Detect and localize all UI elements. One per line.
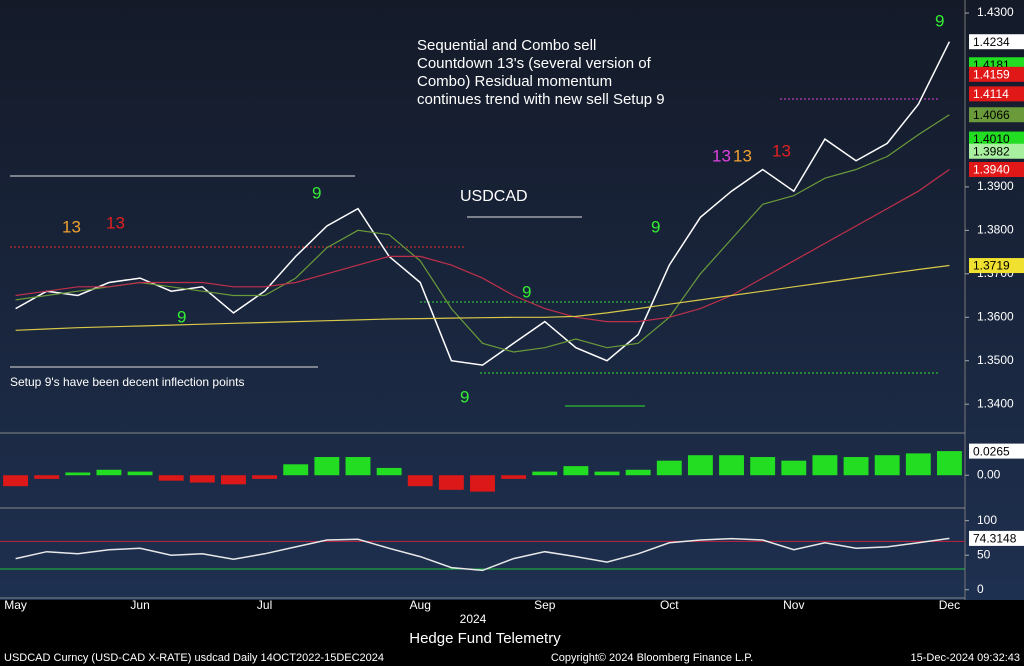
x-tick-label: Jun [130, 598, 149, 612]
bar [158, 475, 184, 481]
setup-label: 9 [651, 217, 660, 236]
setup-label: 9 [522, 282, 531, 301]
y-tick-label: 1.3500 [977, 353, 1014, 367]
y-tick-label: 1.4300 [977, 5, 1014, 19]
line [15, 264, 950, 331]
setup-label: 9 [177, 307, 186, 326]
x-tick-label: Nov [783, 598, 804, 612]
x-tick-label: Dec [939, 598, 960, 612]
setup-label: 9 [935, 11, 944, 30]
bar [127, 471, 153, 476]
bar [252, 475, 278, 479]
last-value-box [969, 34, 1024, 50]
last-value-label: 1.4066 [973, 108, 1010, 122]
y-tick-label: 50 [977, 547, 991, 561]
bar [314, 457, 340, 476]
setup-label: 9 [312, 183, 321, 202]
line [15, 41, 951, 366]
line [15, 169, 950, 323]
y-tick-label: 1.3900 [977, 179, 1014, 193]
x-tick-label: Aug [410, 598, 431, 612]
setup-label: 13 [106, 213, 125, 232]
last-value-box [969, 258, 1024, 274]
bar [501, 475, 527, 479]
note: continues trend with new sell Setup 9 [417, 91, 665, 108]
bar [221, 475, 246, 485]
footer-center: Hedge Fund Telemetry [409, 630, 561, 647]
footnote: Setup 9's have been decent inflection po… [10, 375, 244, 389]
bar [843, 457, 869, 476]
last-value-box [969, 143, 1024, 159]
last-value-label: 1.3719 [973, 259, 1010, 273]
setup-label: 9 [460, 387, 469, 406]
background [0, 0, 1024, 600]
bar [407, 475, 433, 487]
last-value-label: 1.4234 [973, 35, 1010, 49]
last-value-box [969, 86, 1024, 102]
last-value-box [969, 66, 1024, 82]
bar [905, 453, 931, 476]
bar [656, 460, 682, 476]
bar [781, 460, 807, 476]
last-value-label: 74.3148 [973, 532, 1017, 546]
last-value-box [969, 530, 1024, 546]
y-tick-label: 0.00 [977, 467, 1001, 481]
note: Combo) Residual momentum [417, 73, 612, 90]
setup-label: 13 [772, 141, 791, 160]
bar [563, 466, 589, 476]
footer-left: USDCAD Curncy (USD-CAD X-RATE) usdcad Da… [4, 652, 384, 664]
bar [687, 455, 713, 476]
bar [3, 475, 29, 487]
bar [345, 457, 371, 476]
last-value-label: 1.4010 [973, 132, 1010, 146]
last-value-box [969, 107, 1024, 123]
y-tick-label: 100 [977, 513, 997, 527]
bar [34, 475, 60, 479]
note: Sequential and Combo sell [417, 37, 596, 54]
note: Countdown 13's (several version of [417, 55, 652, 72]
x-tick-label: May [4, 598, 27, 612]
bar [874, 455, 900, 476]
footer-timestamp: 15-Dec-2024 09:32:43 [911, 652, 1020, 664]
bar [65, 472, 91, 476]
setup-label: 13 [733, 146, 752, 165]
y-tick-label: 1.3600 [977, 309, 1014, 323]
bar [283, 464, 309, 476]
last-value-box [969, 131, 1024, 147]
setup-label: 13 [712, 146, 731, 165]
setup-label: 13 [62, 217, 81, 236]
last-value-label: 1.3982 [973, 144, 1010, 158]
last-value-label: 1.4114 [973, 87, 1009, 101]
y-tick-label: 1.3400 [977, 396, 1014, 410]
bar [936, 451, 962, 476]
x-axis-label: 2024 [460, 612, 487, 626]
bar [189, 475, 215, 483]
footer-copyright: Copyright© 2024 Bloomberg Finance L.P. [551, 652, 753, 664]
last-value-box [969, 161, 1024, 177]
bar [750, 457, 776, 476]
bar [532, 471, 558, 476]
bar [376, 467, 402, 476]
chart-title: USDCAD [460, 188, 528, 205]
last-value-label: 0.0265 [973, 444, 1010, 458]
bar [594, 471, 620, 476]
x-tick-label: Jul [257, 598, 272, 612]
y-tick-label: 1.3800 [977, 223, 1014, 237]
bar [96, 469, 122, 476]
x-tick-label: Oct [660, 598, 679, 612]
bar [812, 455, 838, 476]
line [15, 114, 950, 353]
bar [625, 469, 651, 476]
line [15, 537, 950, 572]
bar [470, 475, 495, 492]
y-tick-label: 0 [977, 582, 984, 596]
last-value-box [969, 443, 1024, 459]
x-tick-label: Sep [534, 598, 556, 612]
last-value-label: 1.4159 [973, 67, 1010, 81]
bar [438, 475, 464, 490]
footer-background [0, 600, 1024, 666]
last-value-label: 1.3940 [973, 163, 1010, 177]
bar [719, 455, 744, 476]
